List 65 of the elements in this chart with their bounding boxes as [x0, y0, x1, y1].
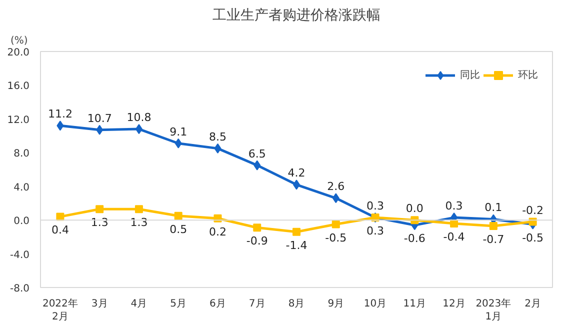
data-label: 0.4 — [51, 224, 69, 237]
point — [96, 124, 104, 135]
x-tick-label: 2023年 1月 — [476, 298, 512, 323]
data-label: 0.3 — [366, 200, 384, 213]
legend-label: 环比 — [518, 68, 538, 82]
data-label: 0.2 — [208, 225, 226, 238]
point — [332, 220, 340, 228]
y-tick-label: 12.0 — [7, 114, 30, 126]
point — [96, 205, 104, 214]
x-tick-label: 2022年 2月 — [42, 298, 78, 323]
x-tick-label: 6月 — [210, 298, 226, 310]
data-label: -0.9 — [246, 234, 268, 248]
y-tick-label: 20.0 — [7, 48, 30, 58]
y-tick-label: 8.0 — [14, 148, 30, 160]
data-label: -0.5 — [522, 231, 544, 244]
y-tick-label: 16.0 — [7, 81, 30, 92]
data-label: 8.5 — [208, 130, 226, 144]
data-label: 2.6 — [327, 180, 345, 194]
y-tick-label: -4.0 — [10, 250, 30, 261]
point — [214, 143, 222, 154]
x-tick-label: 11月 — [403, 298, 426, 310]
data-label: 0.5 — [170, 222, 188, 236]
x-tick-label: 8月 — [288, 298, 305, 310]
x-tick-label: 10月 — [364, 298, 387, 310]
data-label: -1.4 — [286, 238, 308, 252]
data-label: -0.7 — [482, 232, 504, 246]
x-tick-label: 12月 — [442, 298, 466, 310]
data-label: -0.2 — [522, 204, 544, 217]
data-label: 11.2 — [48, 108, 72, 121]
data-label: -0.6 — [404, 232, 426, 246]
point — [134, 205, 143, 214]
data-label: 10.7 — [87, 112, 112, 125]
point — [292, 228, 300, 236]
point — [174, 138, 182, 148]
x-tick-label: 7月 — [248, 298, 266, 310]
data-label: 6.5 — [248, 147, 266, 160]
y-tick-label: 4.0 — [14, 182, 30, 194]
point — [174, 212, 182, 220]
data-label: -0.5 — [325, 231, 347, 244]
point — [253, 224, 262, 232]
x-tick-label: 3月 — [91, 298, 108, 310]
x-tick-label: 9月 — [328, 298, 344, 310]
x-tick-label: 2月 — [524, 298, 541, 310]
data-label: 1.3 — [130, 216, 148, 230]
chart-title: 工业生产者购进价格涨跌幅 — [212, 8, 380, 24]
x-tick-label: 5月 — [170, 298, 187, 310]
x-tick-label: 4月 — [130, 298, 148, 310]
legend-label: 同比 — [460, 68, 480, 82]
data-label: 0.1 — [484, 201, 502, 214]
y-tick-label: -8.0 — [10, 284, 30, 294]
data-label: -0.4 — [443, 230, 465, 244]
point — [489, 222, 498, 230]
data-label: 0.3 — [445, 200, 463, 213]
y-tick-label: 0.0 — [14, 216, 30, 228]
data-label: 0.3 — [366, 224, 384, 238]
point — [332, 193, 340, 204]
point — [254, 160, 261, 170]
data-label: 0.0 — [406, 202, 424, 216]
point — [56, 120, 64, 131]
y-axis-title: (%) — [10, 36, 28, 46]
point — [135, 124, 142, 134]
data-label: 9.1 — [170, 125, 188, 138]
data-label: 10.8 — [126, 111, 152, 124]
data-label: 4.2 — [288, 166, 306, 180]
data-label: 1.3 — [90, 216, 108, 230]
